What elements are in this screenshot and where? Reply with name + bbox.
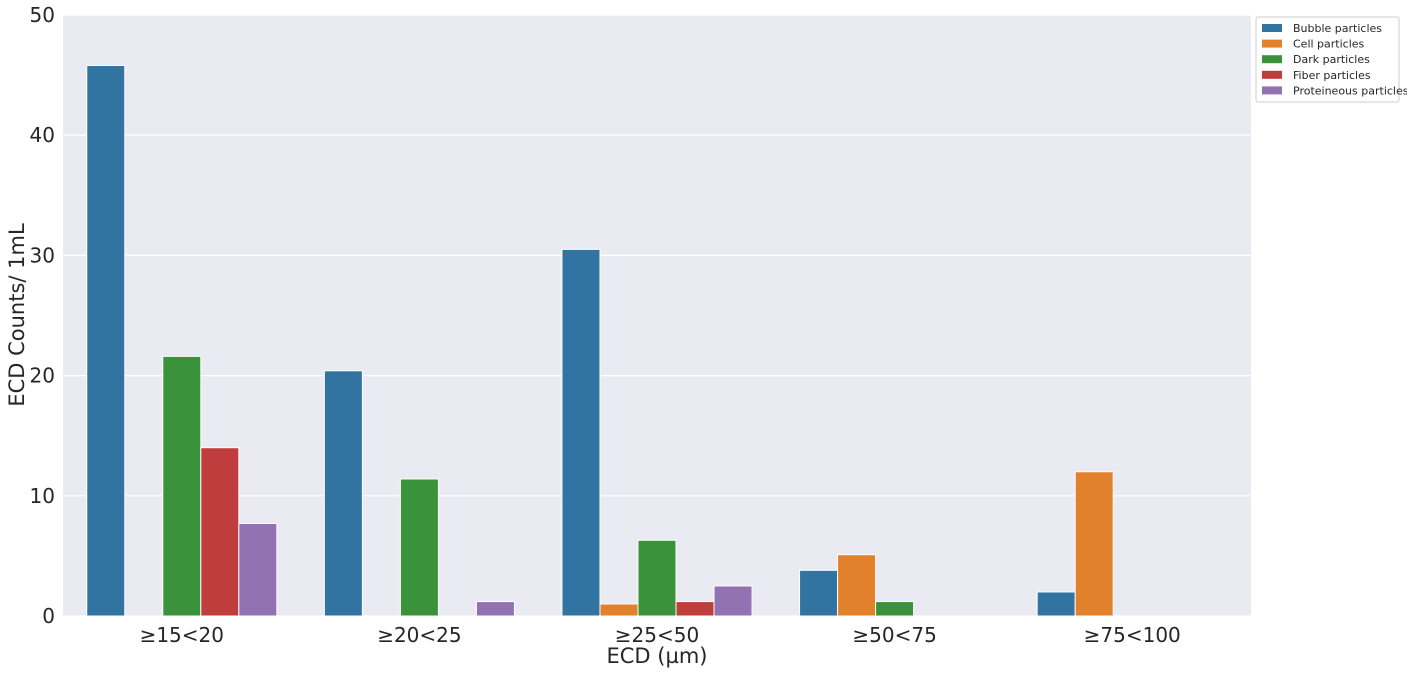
- bar: [1036, 591, 1076, 617]
- bar: [599, 603, 639, 617]
- legend-swatch: [1262, 86, 1282, 95]
- x-tick-labels: ≥15<20 ≥20<25 ≥25<50 ≥50<75 ≥75<100: [140, 623, 1181, 647]
- bar: [475, 601, 515, 617]
- bars: [86, 64, 1114, 617]
- x-tick-label: ≥50<75: [852, 623, 936, 647]
- y-tick-label: 0: [42, 604, 55, 628]
- legend-label: Dark particles: [1293, 53, 1370, 66]
- bar: [675, 601, 715, 617]
- y-tick-label: 20: [30, 364, 55, 388]
- bar: [713, 585, 753, 617]
- y-tick-label: 10: [30, 484, 55, 508]
- legend: Bubble particles Cell particles Dark parti…: [1255, 16, 1407, 103]
- legend-label: Bubble particles: [1293, 22, 1382, 35]
- legend-swatch: [1262, 39, 1282, 48]
- y-tick-label: 40: [30, 123, 55, 147]
- y-tick-label: 50: [30, 3, 55, 27]
- legend-label: Proteineous particles: [1293, 84, 1407, 97]
- bar: [1074, 471, 1114, 617]
- x-tick-label: ≥75<100: [1084, 623, 1181, 647]
- bar: [162, 355, 202, 617]
- bar: [637, 539, 677, 617]
- bar: [86, 64, 126, 617]
- bar: [200, 447, 240, 617]
- y-axis-label: ECD Counts/ 1mL: [5, 223, 29, 407]
- legend-label: Cell particles: [1293, 38, 1365, 51]
- bar: [561, 248, 601, 617]
- x-tick-label: ≥20<25: [377, 623, 461, 647]
- y-tick-label: 30: [30, 243, 55, 267]
- bar: [875, 601, 915, 617]
- x-tick-label: ≥25<50: [615, 623, 699, 647]
- legend-swatch: [1262, 24, 1282, 32]
- legend-box: [1255, 16, 1400, 103]
- bar: [399, 478, 439, 617]
- bar: [238, 522, 278, 617]
- legend-label: Fiber particles: [1293, 69, 1371, 82]
- y-tick-labels: 0 10 20 30 40 50: [30, 3, 55, 628]
- x-tick-label: ≥15<20: [140, 623, 224, 647]
- plot-area: [63, 15, 1251, 616]
- bar: [837, 554, 877, 617]
- legend-swatch: [1262, 55, 1282, 64]
- bar: [323, 370, 363, 617]
- x-axis-label: ECD (µm): [607, 644, 708, 668]
- legend-swatch: [1262, 70, 1282, 79]
- bar: [799, 569, 839, 617]
